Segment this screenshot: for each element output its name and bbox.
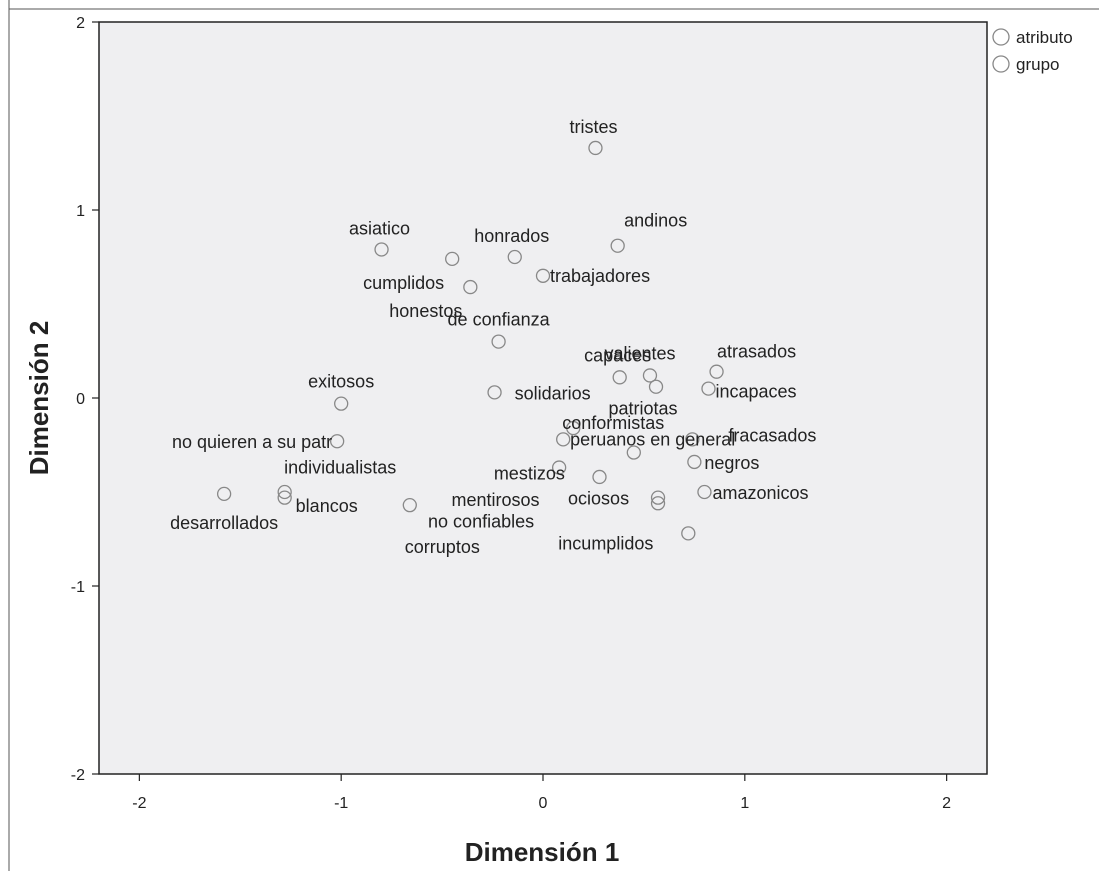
point-label: desarrollados: [170, 513, 278, 533]
data-point: [216, 486, 232, 502]
y-tick-label: 1: [76, 203, 85, 220]
plot-area: [98, 21, 988, 775]
point-label: conformistas: [562, 413, 664, 433]
axis-ticks: -2 -1 0 1 2 -2 -1 0 1 2: [71, 15, 951, 812]
data-point: [277, 484, 292, 500]
data-point: [650, 490, 666, 505]
y-tick-label: 2: [76, 15, 85, 32]
point-label: solidarios: [515, 383, 591, 403]
x-tick-label: -1: [334, 795, 348, 812]
legend-label: atributo: [1016, 28, 1073, 47]
point-label: capaces: [584, 345, 651, 365]
data-point: [277, 490, 292, 505]
data-point: [402, 498, 417, 513]
data-point: [697, 484, 712, 500]
point-label: no confiables: [428, 511, 534, 531]
legend-marker: [992, 55, 1010, 73]
point-label: fracasados: [728, 425, 816, 445]
point-label: incumplidos: [558, 533, 653, 553]
data-point: [445, 251, 460, 267]
data-point: [329, 434, 345, 449]
point-label: no quieren a su patr: [172, 432, 332, 452]
point-label: negros: [704, 453, 759, 473]
y-tick-label: -2: [71, 767, 85, 784]
legend: atributo grupo: [992, 28, 1073, 74]
data-point: [709, 364, 724, 379]
point-label: atrasados: [717, 342, 796, 362]
point-label: exitosos: [308, 372, 374, 392]
point-label: mentirosos: [452, 490, 540, 510]
point-label: ociosos: [568, 489, 629, 509]
x-tick-label: -2: [132, 795, 146, 812]
legend-label: grupo: [1016, 55, 1059, 74]
data-point: [648, 379, 664, 394]
data-point: [487, 385, 502, 400]
x-tick-label: 2: [942, 795, 951, 812]
data-point: [626, 445, 641, 460]
data-point: [610, 238, 625, 253]
data-point: [612, 370, 627, 385]
data-point: [685, 432, 700, 447]
point-label: tristes: [569, 117, 617, 137]
legend-marker: [992, 28, 1010, 46]
y-tick-label: 0: [76, 391, 85, 408]
x-tick-label: 0: [539, 795, 548, 812]
data-point: [687, 454, 702, 470]
point-label: valientes: [604, 343, 675, 363]
point-label: amazonicos: [712, 483, 808, 503]
point-label: trabajadores: [550, 266, 650, 286]
point-label: asiatico: [349, 218, 410, 238]
point-label: corruptos: [405, 537, 480, 557]
data-point: [642, 368, 658, 383]
data-point: [681, 526, 696, 541]
point-label: blancos: [296, 496, 358, 516]
data-points: [216, 140, 724, 541]
point-label: mestizos: [494, 464, 565, 484]
data-point: [334, 396, 349, 411]
data-point: [463, 279, 478, 295]
point-labels: tristes asiatico andinos honrados cumplidos t…: [170, 117, 816, 557]
point-label: individualistas: [284, 458, 396, 478]
data-point: [535, 268, 551, 283]
point-label: peruanos en general: [570, 429, 735, 449]
data-point: [374, 242, 389, 257]
data-point: [701, 381, 716, 396]
data-point: [551, 460, 567, 475]
x-tick-label: 1: [740, 795, 749, 812]
data-point: [592, 469, 607, 485]
point-label: patriotas: [608, 399, 677, 419]
data-point: [566, 420, 581, 436]
point-label: de confianza: [448, 310, 551, 330]
point-label: honestos: [389, 301, 462, 321]
point-label: andinos: [624, 211, 687, 231]
data-point: [507, 249, 522, 265]
data-point: [491, 334, 506, 349]
point-label: incapaces: [715, 382, 796, 402]
y-tick-label: -1: [71, 579, 85, 596]
data-point: [650, 496, 666, 511]
y-axis-title: Dimensión 2: [24, 321, 54, 476]
point-label: honrados: [474, 226, 549, 246]
x-axis-title: Dimensión 1: [465, 837, 620, 867]
data-point: [556, 432, 571, 447]
data-point: [588, 140, 603, 156]
point-label: cumplidos: [363, 273, 444, 293]
